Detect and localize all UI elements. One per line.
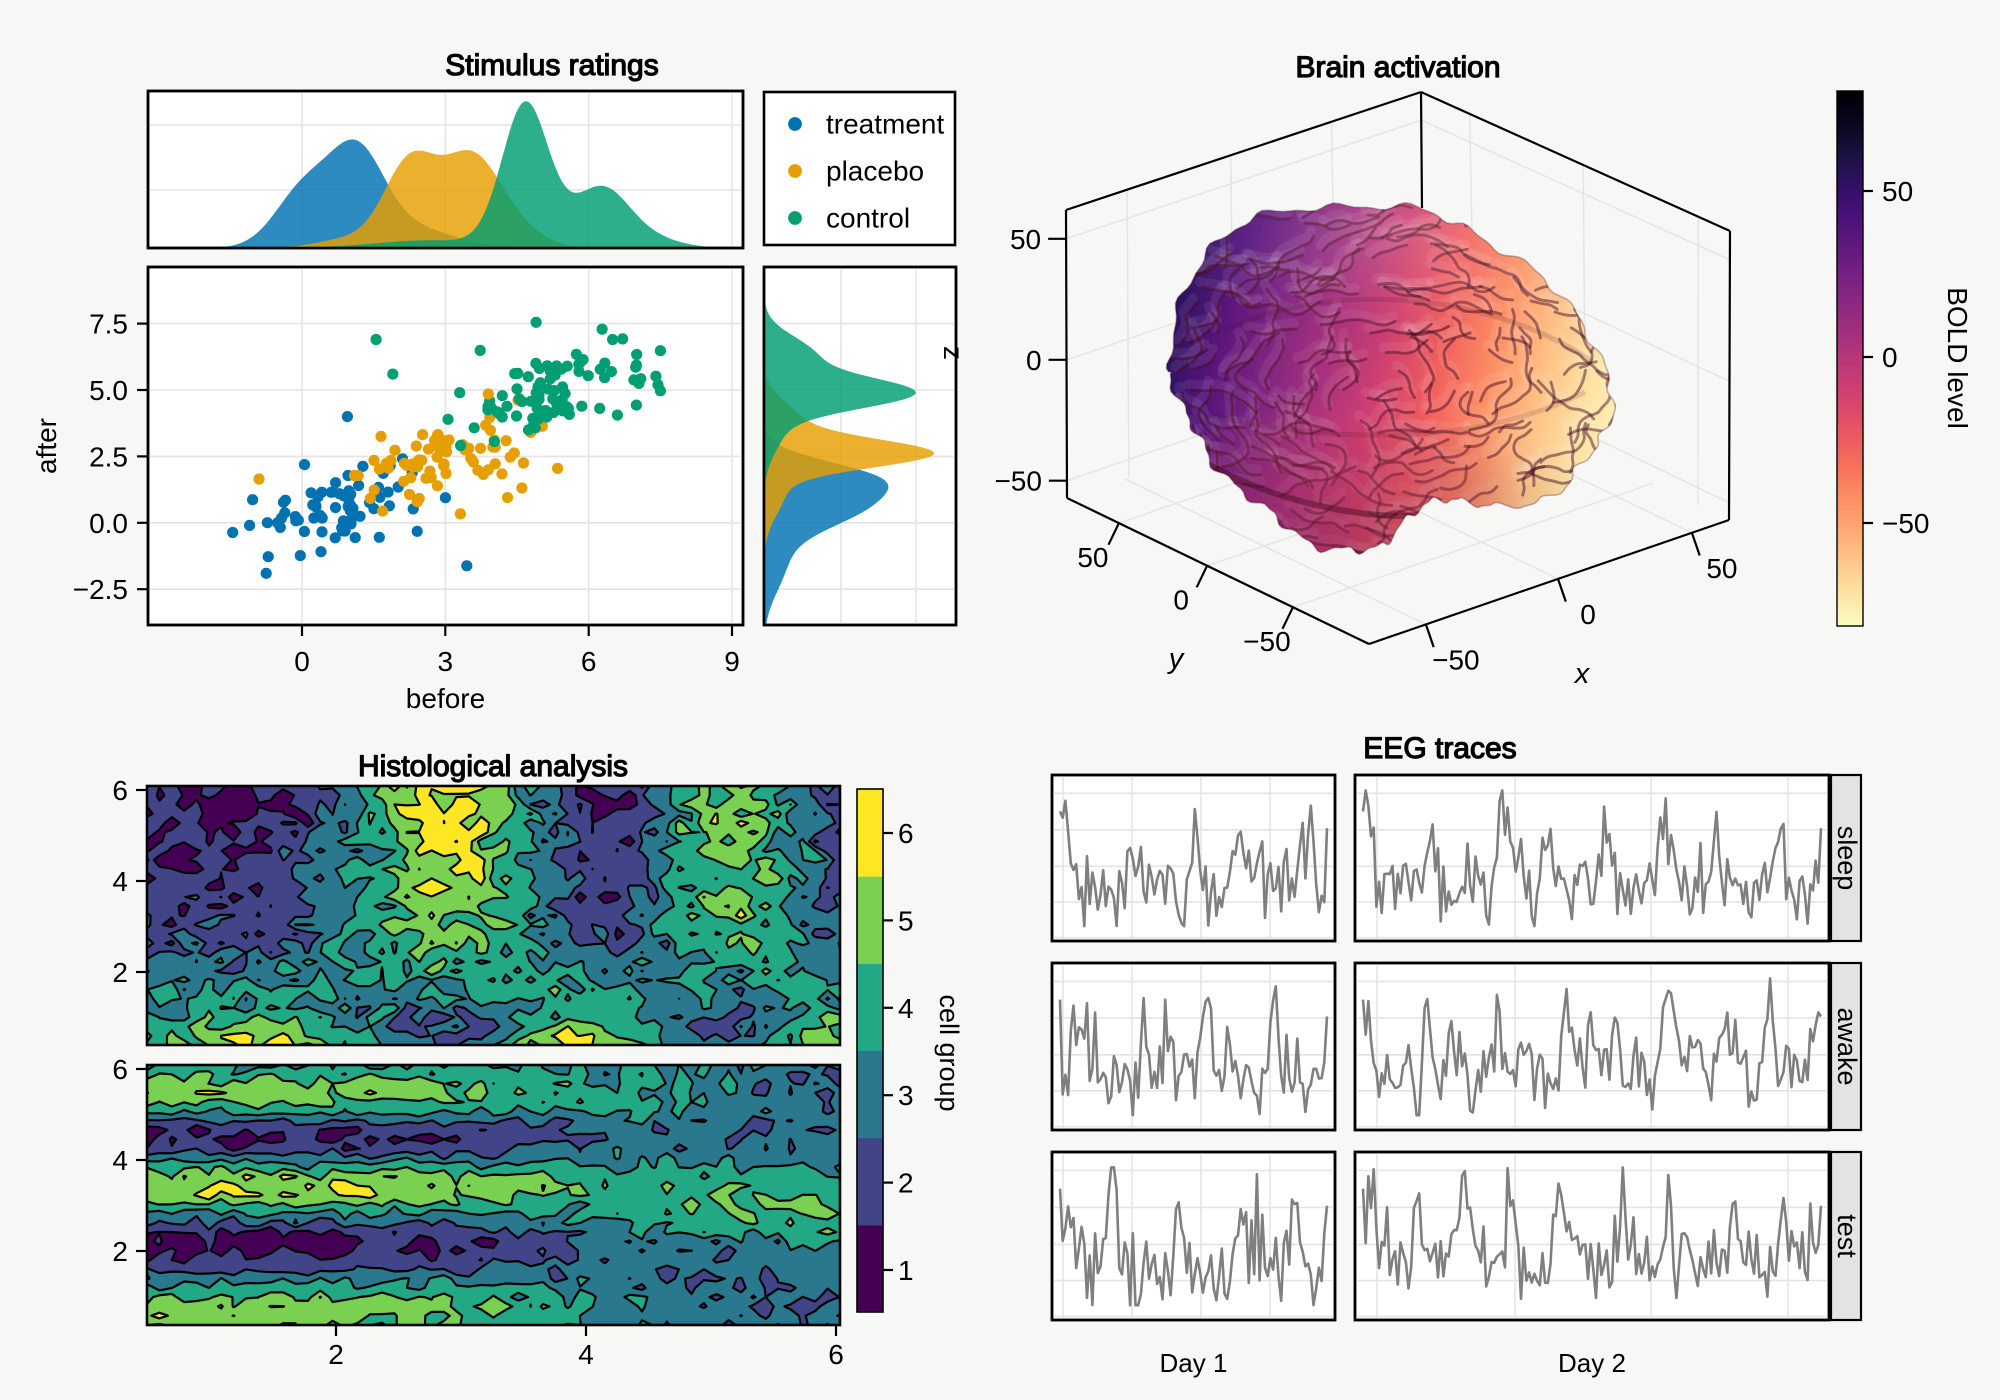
svg-text:0: 0 [1173,585,1189,616]
svg-text:before: before [406,683,485,714]
svg-text:2: 2 [112,957,128,988]
svg-text:cell group: cell group [934,994,964,1111]
svg-text:50: 50 [1882,176,1913,207]
svg-text:Day 1: Day 1 [1160,1348,1228,1378]
svg-text:4: 4 [112,866,128,897]
svg-text:−50: −50 [1432,644,1480,675]
svg-text:7.5: 7.5 [89,309,128,340]
svg-text:5.0: 5.0 [89,375,128,406]
svg-text:control: control [826,203,910,234]
svg-text:test: test [1832,1214,1862,1258]
svg-text:Brain activation: Brain activation [1295,51,1500,84]
svg-text:5: 5 [898,905,914,936]
svg-text:Histological analysis: Histological analysis [358,750,628,783]
svg-text:0: 0 [1580,599,1596,630]
svg-text:1: 1 [898,1255,914,1286]
svg-text:awake: awake [1832,1007,1862,1085]
svg-text:0: 0 [1026,345,1042,376]
svg-text:0: 0 [1882,342,1898,373]
svg-text:Day 2: Day 2 [1558,1348,1626,1378]
svg-text:−50: −50 [1882,508,1930,539]
svg-text:−50: −50 [994,466,1042,497]
svg-text:−50: −50 [1243,626,1291,657]
svg-text:2: 2 [898,1168,914,1199]
svg-text:0.0: 0.0 [89,508,128,539]
svg-text:3: 3 [438,646,454,677]
svg-text:sleep: sleep [1832,826,1862,891]
svg-text:2: 2 [112,1236,128,1267]
svg-text:50: 50 [1706,553,1737,584]
svg-text:4: 4 [898,993,914,1024]
svg-text:z: z [938,346,969,360]
svg-text:0: 0 [294,646,310,677]
svg-text:2: 2 [328,1339,344,1370]
svg-text:6: 6 [828,1339,844,1370]
svg-text:50: 50 [1077,542,1108,573]
svg-text:4: 4 [112,1145,128,1176]
svg-text:4: 4 [578,1339,594,1370]
svg-text:6: 6 [898,818,914,849]
svg-text:EEG traces: EEG traces [1363,732,1516,765]
svg-text:y: y [1167,643,1185,675]
svg-text:50: 50 [1010,224,1041,255]
svg-text:Stimulus ratings: Stimulus ratings [445,49,658,82]
svg-text:after: after [31,418,62,474]
svg-text:6: 6 [112,775,128,806]
svg-text:BOLD level: BOLD level [1942,287,1973,429]
svg-text:placebo: placebo [826,156,924,187]
svg-text:3: 3 [898,1080,914,1111]
svg-text:−2.5: −2.5 [73,574,128,605]
svg-text:6: 6 [581,646,597,677]
svg-text:2.5: 2.5 [89,441,128,472]
svg-text:6: 6 [112,1054,128,1085]
svg-text:treatment: treatment [826,109,944,140]
svg-text:x: x [1573,658,1591,690]
svg-text:9: 9 [724,646,740,677]
